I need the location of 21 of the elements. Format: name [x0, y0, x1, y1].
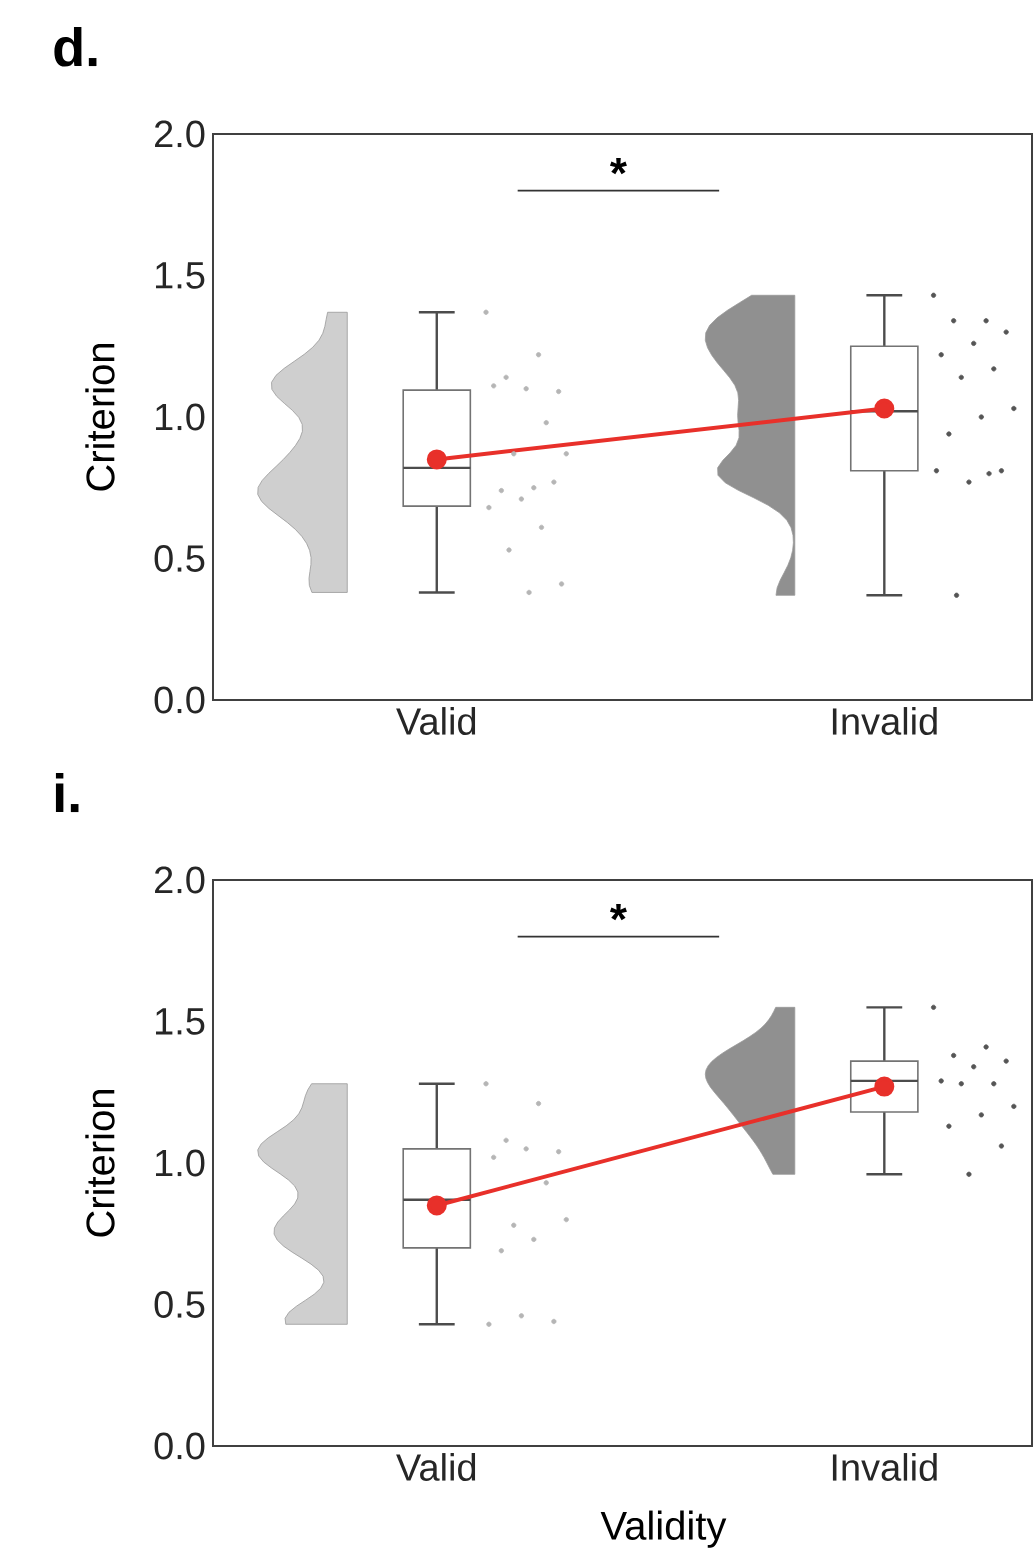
x-tick-label: Valid — [396, 1453, 476, 1481]
y-axis-title: Criterion — [85, 344, 115, 491]
y-tick-label: 1.0 — [155, 403, 205, 431]
y-axis-title: Criterion — [85, 1090, 115, 1237]
y-tick-label: 0.5 — [154, 1291, 205, 1318]
y-tick-label: 2.0 — [155, 866, 205, 894]
y-tick-label: 2.0 — [155, 120, 205, 148]
x-axis-title: Validity — [600, 1510, 727, 1548]
annotation: * — [609, 157, 627, 175]
x-tick-label: Invalid — [832, 707, 937, 735]
annotation: * — [609, 903, 627, 921]
x-tick-label: Valid — [396, 707, 476, 735]
y-tick-label: 1.0 — [155, 1149, 205, 1177]
y-tick-label: 0.5 — [154, 545, 205, 572]
y-tick-label: 1.5 — [155, 1008, 205, 1035]
y-tick-label: 0.0 — [154, 1432, 205, 1460]
x-tick-label: Invalid — [832, 1453, 937, 1481]
y-tick-label: 1.5 — [155, 262, 205, 289]
y-tick-label: 0.0 — [154, 686, 205, 714]
chart-title: i. — [55, 772, 79, 813]
chart-title: d. — [54, 26, 97, 67]
